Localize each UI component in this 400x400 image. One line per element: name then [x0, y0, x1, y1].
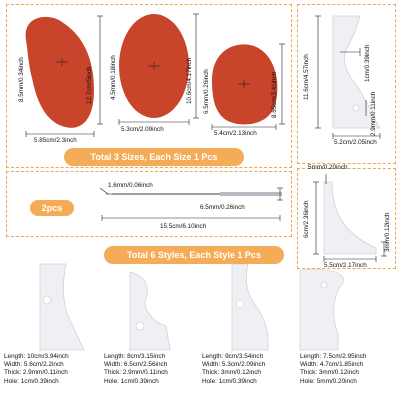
tall-scraper-width-label: 5.2cm/2.05inch	[334, 139, 377, 146]
style-4-length: 7.5cm/2.95inch	[323, 353, 367, 360]
tall-scraper-panel	[297, 4, 396, 164]
styles-banner: Total 6 Styles, Each Style 1 Pcs	[104, 246, 284, 264]
style-4-thick: 3mm/0.12inch	[318, 369, 359, 377]
style-scraper-4	[299, 269, 345, 351]
style-3-hole-size: 1cm/0.39inch	[218, 377, 257, 385]
medium-rib-length-label: 10.6cm/4.17inch	[186, 57, 193, 104]
corner-scraper-panel	[297, 168, 396, 269]
style-4-hole	[320, 281, 328, 289]
corner-scraper-hole-label: 5mm/0.20inch	[308, 164, 348, 171]
style-2-length: 8cm/3.15inch	[127, 353, 166, 360]
large-rib-width-label: 5.85cm/2.3inch	[34, 137, 77, 144]
style-1-specs: Length: 10cm/3.94inch Width: 5.6cm/2.2in…	[4, 353, 69, 385]
corner-scraper	[323, 181, 377, 255]
needle-panel	[6, 171, 292, 237]
tall-scraper-thick-label: 2.9mm/0.11inch	[370, 91, 377, 136]
style-3-thick: 3mm/0.12inch	[220, 369, 261, 377]
corner-scraper-thick-label: 3mm/0.12inch	[384, 212, 391, 252]
ribs-panel	[6, 4, 292, 168]
tall-scraper	[332, 15, 381, 129]
large-rib-thick-label: 8.5mm/0.34inch	[18, 57, 25, 102]
style-scraper-2	[129, 271, 171, 351]
style-3-hole	[235, 299, 245, 309]
style-4-width: 4.7cm/1.85inch	[319, 361, 364, 369]
style-3-width: 5.3cm/2.09inch	[221, 361, 266, 369]
large-rubber-rib	[25, 16, 94, 128]
medium-rib-width-label: 5.3cm/2.09inch	[121, 126, 164, 133]
tall-scraper-hole	[352, 104, 360, 112]
style-4-specs: Length: 7.5cm/2.95inch Width: 4.7cm/1.85…	[300, 353, 367, 385]
corner-scraper-width-label: 5.5cm/2.17inch	[324, 262, 367, 269]
style-2-specs: Length: 8cm/3.15inch Width: 6.5cm/2.56in…	[104, 353, 168, 385]
small-rib-thick-label: 6.5mm/0.26inch	[203, 69, 210, 114]
style-scraper-3	[231, 263, 269, 351]
large-rib-length-label: 12.7cm/5inch	[86, 66, 93, 104]
style-2-hole	[135, 321, 145, 331]
needles-banner: 2pcs	[30, 200, 74, 216]
style-2-width: 6.5cm/2.56inch	[123, 361, 168, 369]
medium-rib-thick-label: 4.5mm/0.18inch	[110, 55, 117, 100]
needle-handle-label: 6.5mm/0.26inch	[200, 204, 245, 211]
small-rib-length-label: 8.65cm/3.41inch	[271, 71, 278, 118]
style-1-thick: 2.9mm/0.11inch	[22, 369, 68, 377]
style-1-length: 10cm/3.94inch	[27, 353, 69, 360]
style-1-hole-size: 1cm/0.39inch	[20, 377, 59, 385]
needle-length-label: 15.5cm/6.10inch	[160, 223, 207, 230]
style-1-width: 5.6cm/2.2inch	[23, 361, 64, 369]
style-1-hole	[42, 295, 52, 305]
corner-scraper-height-label: 6cm/2.36inch	[303, 200, 310, 238]
style-2-thick: 2.9mm/0.11inch	[122, 369, 168, 377]
needle-tip-label: 1.6mm/0.06inch	[108, 182, 153, 189]
sizes-banner: Total 3 Sizes, Each Size 1 Pcs	[64, 148, 244, 166]
style-3-specs: Length: 9cm/3.54inch Width: 5.3cm/2.09in…	[202, 353, 266, 385]
style-2-hole-size: 1cm/0.39inch	[120, 377, 159, 385]
style-scraper-1	[39, 263, 85, 351]
small-rib-width-label: 5.4cm/2.13inch	[214, 130, 257, 137]
tall-scraper-height-label: 11.6cm/4.57inch	[303, 54, 310, 100]
tall-scraper-hole-label: 1cm/0.39inch	[364, 44, 371, 82]
style-4-hole-size: 5mm/0.20inch	[316, 377, 357, 385]
style-3-length: 9cm/3.54inch	[225, 353, 264, 360]
small-rubber-rib	[212, 44, 278, 125]
